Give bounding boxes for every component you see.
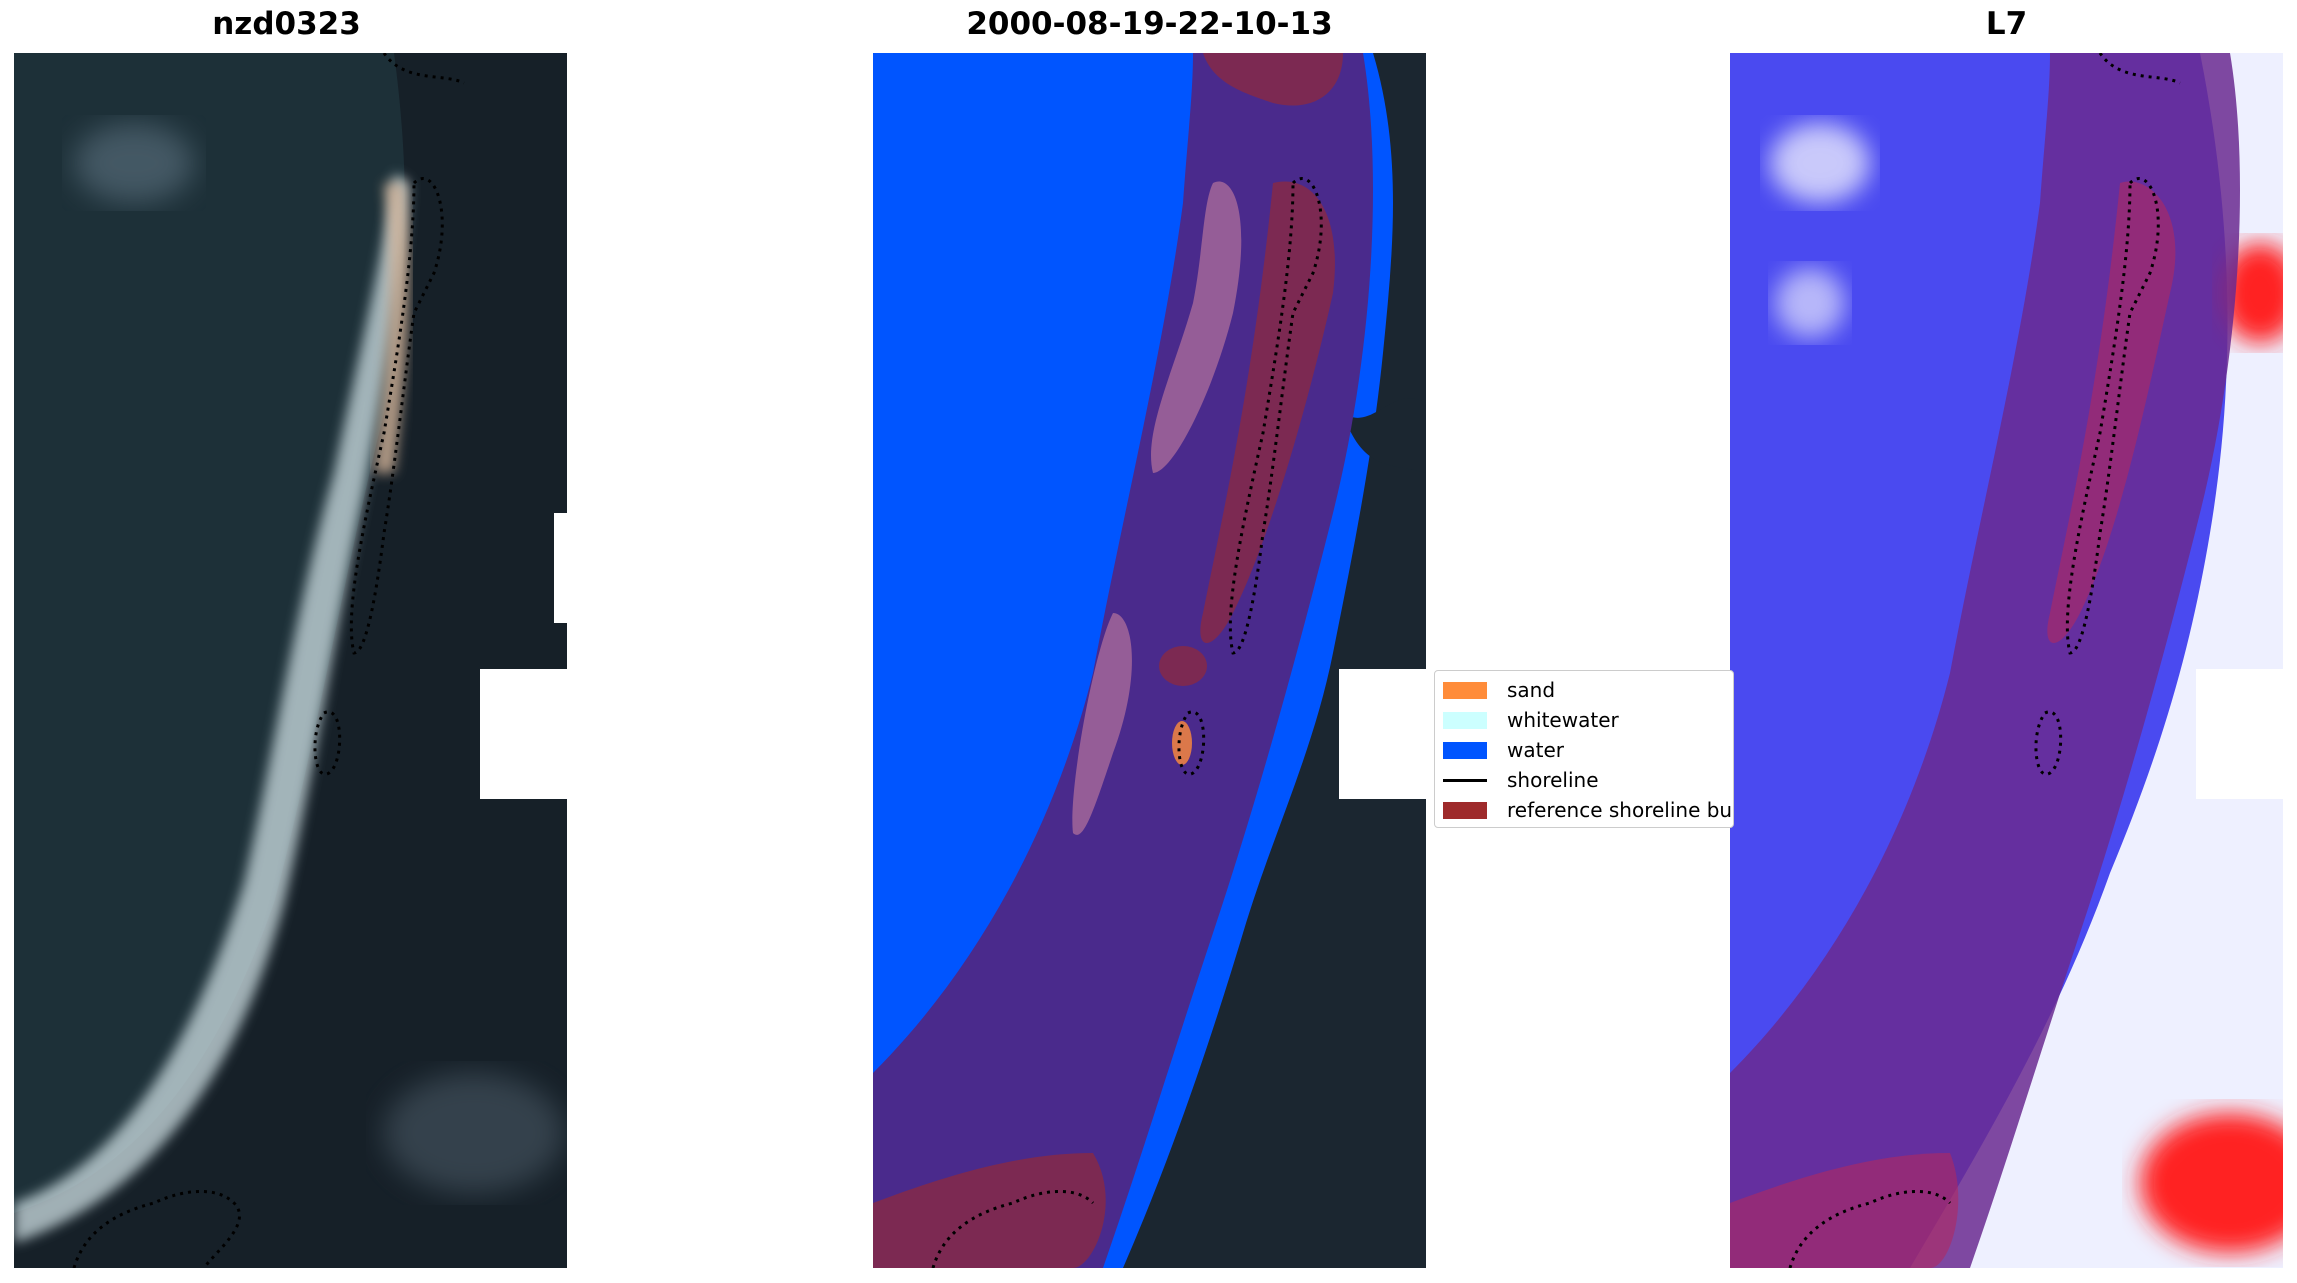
legend-item-water: water	[1443, 737, 1564, 763]
legend: sand whitewater water shoreline referenc…	[1434, 670, 1734, 828]
legend-item-reference-buffer: reference shoreline bu	[1443, 797, 1732, 823]
shoreline-line-icon	[1443, 778, 1487, 782]
right-panel-title: L7	[1985, 6, 2028, 42]
middle-panel-title: 2000-08-19-22-10-13	[966, 6, 1333, 42]
legend-label: shoreline	[1507, 768, 1599, 792]
legend-item-sand: sand	[1443, 677, 1555, 703]
rgb-satellite-image	[14, 53, 567, 1268]
water-swatch	[1443, 741, 1487, 759]
classification-panel	[873, 53, 1426, 1268]
legend-label: sand	[1507, 678, 1556, 702]
reference-buffer-swatch	[1443, 801, 1487, 819]
classification-image	[873, 53, 1426, 1268]
legend-item-whitewater: whitewater	[1443, 707, 1619, 733]
legend-label: whitewater	[1507, 708, 1619, 732]
legend-label: reference shoreline bu	[1507, 798, 1733, 822]
whitewater-swatch	[1443, 711, 1487, 729]
legend-label: water	[1507, 738, 1564, 762]
legend-item-shoreline: shoreline	[1443, 767, 1599, 793]
index-panel	[1730, 53, 2283, 1268]
index-image	[1730, 53, 2283, 1268]
sand-swatch	[1443, 681, 1487, 699]
left-panel-title: nzd0323	[212, 6, 361, 42]
rgb-image-panel	[14, 53, 567, 1268]
